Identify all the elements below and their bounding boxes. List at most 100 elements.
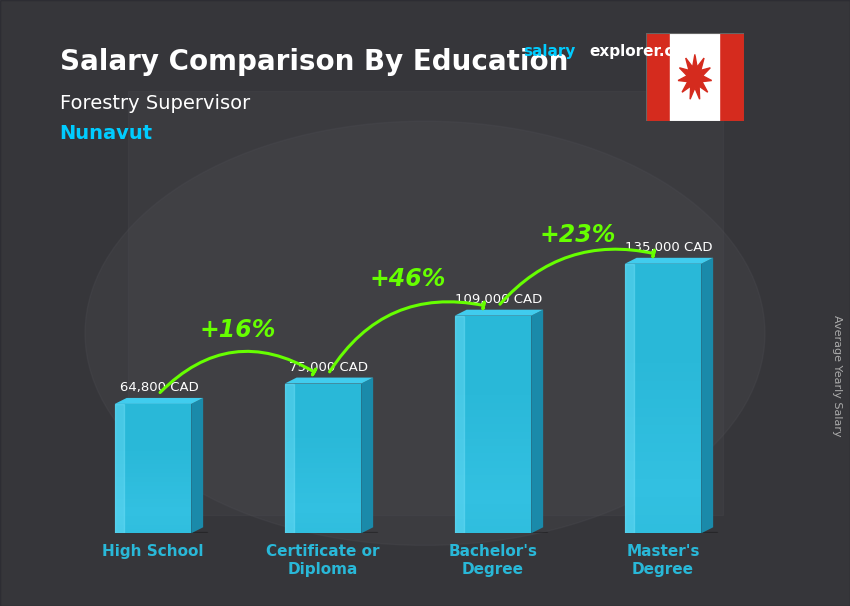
Bar: [115, 529, 191, 533]
Bar: [628, 532, 717, 535]
Bar: [285, 468, 361, 473]
Bar: [455, 396, 531, 403]
Bar: [285, 528, 361, 533]
Bar: [115, 486, 191, 490]
Ellipse shape: [85, 121, 765, 545]
Bar: [455, 526, 531, 533]
Bar: [625, 470, 701, 479]
Bar: [455, 431, 531, 439]
Bar: [671, 33, 719, 121]
Bar: [625, 390, 701, 399]
Bar: [455, 418, 531, 424]
Bar: [115, 408, 191, 413]
Bar: [115, 451, 191, 456]
Bar: [115, 404, 191, 408]
Bar: [285, 384, 294, 533]
Text: +46%: +46%: [370, 267, 446, 291]
Polygon shape: [701, 258, 713, 533]
Bar: [625, 336, 701, 345]
Bar: [625, 515, 701, 524]
Bar: [115, 421, 191, 425]
Text: Salary Comparison By Education: Salary Comparison By Education: [60, 48, 568, 76]
Bar: [455, 468, 531, 475]
Bar: [118, 532, 207, 535]
Bar: [285, 508, 361, 513]
Polygon shape: [361, 378, 373, 533]
Bar: [455, 403, 531, 410]
Bar: [625, 264, 634, 533]
Bar: [115, 473, 191, 478]
Bar: [455, 323, 531, 330]
Bar: [455, 461, 531, 468]
Text: Forestry Supervisor: Forestry Supervisor: [60, 94, 250, 113]
Bar: [625, 524, 701, 533]
Bar: [625, 264, 701, 273]
Bar: [625, 399, 701, 407]
Bar: [625, 291, 701, 300]
Text: Nunavut: Nunavut: [60, 124, 153, 143]
Bar: [115, 490, 191, 494]
Bar: [625, 444, 701, 453]
Bar: [115, 507, 191, 511]
Bar: [625, 308, 701, 318]
Bar: [285, 488, 361, 493]
Bar: [285, 384, 361, 388]
Bar: [625, 327, 701, 336]
Bar: [625, 282, 701, 291]
Bar: [115, 503, 191, 507]
Bar: [115, 460, 191, 464]
Bar: [455, 424, 531, 431]
Bar: [455, 338, 531, 345]
Bar: [625, 488, 701, 498]
Bar: [285, 428, 361, 433]
Bar: [115, 494, 191, 499]
Bar: [625, 479, 701, 488]
Text: salary: salary: [523, 44, 575, 59]
Bar: [285, 458, 361, 464]
Bar: [625, 461, 701, 470]
Bar: [285, 513, 361, 518]
Bar: [455, 345, 531, 352]
Bar: [115, 417, 191, 421]
Bar: [625, 371, 701, 381]
Bar: [115, 438, 191, 443]
Bar: [455, 330, 531, 338]
Bar: [625, 416, 701, 425]
Text: +16%: +16%: [200, 318, 276, 342]
Bar: [285, 518, 361, 524]
Bar: [455, 367, 531, 374]
Bar: [455, 453, 531, 461]
Bar: [285, 498, 361, 504]
Bar: [285, 453, 361, 458]
Bar: [115, 456, 191, 460]
Bar: [625, 273, 701, 282]
Bar: [285, 473, 361, 478]
Text: explorer.com: explorer.com: [589, 44, 700, 59]
Bar: [285, 408, 361, 413]
Polygon shape: [625, 258, 713, 264]
Bar: [455, 504, 531, 511]
Bar: [285, 504, 361, 508]
Bar: [115, 430, 191, 434]
Text: 75,000 CAD: 75,000 CAD: [290, 361, 368, 373]
Bar: [285, 399, 361, 404]
Bar: [455, 316, 531, 323]
Bar: [625, 318, 701, 327]
Bar: [625, 453, 701, 461]
Bar: [285, 484, 361, 488]
Bar: [285, 404, 361, 408]
Bar: [285, 493, 361, 498]
Bar: [625, 425, 701, 435]
Polygon shape: [191, 398, 203, 533]
Bar: [285, 433, 361, 439]
Bar: [285, 464, 361, 468]
Bar: [285, 478, 361, 484]
Bar: [455, 374, 531, 381]
Bar: [115, 443, 191, 447]
Text: Average Yearly Salary: Average Yearly Salary: [832, 315, 842, 436]
Bar: [285, 393, 361, 399]
Bar: [288, 532, 377, 535]
Bar: [646, 33, 671, 121]
Bar: [719, 33, 744, 121]
Bar: [455, 497, 531, 504]
